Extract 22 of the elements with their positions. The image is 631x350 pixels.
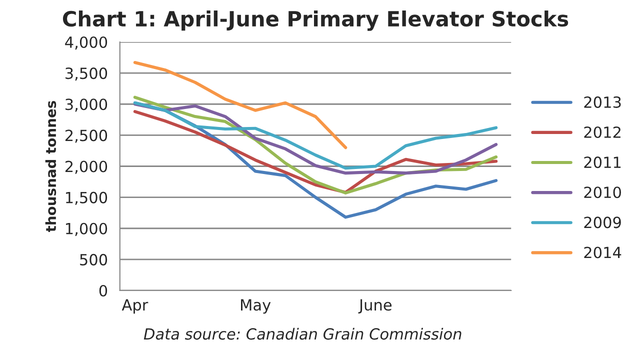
y-tick-label: 2,000 xyxy=(65,160,108,174)
x-tick-label: Apr xyxy=(122,299,148,314)
x-tick-label: June xyxy=(358,299,392,314)
y-tick-label: 0 xyxy=(99,284,108,297)
y-tick-label: 500 xyxy=(80,254,108,266)
y-axis-title: thousnad tonnes xyxy=(45,100,56,232)
legend-label: 2012 xyxy=(584,126,620,138)
legend-label: 2011 xyxy=(584,156,621,168)
legend-label: 2013 xyxy=(584,96,621,108)
y-tick-label: 4,000 xyxy=(65,36,108,50)
y-tick-label: 1,500 xyxy=(66,192,108,205)
y-tick-label: 3,000 xyxy=(66,98,108,112)
source-note: Data source: Canadian Grain Commission xyxy=(144,328,462,340)
chart-title: Chart 1: April-June Primary Elevator Stocks xyxy=(62,10,568,31)
y-tick-label: 1,000 xyxy=(66,222,108,236)
y-tick-label: 3,500 xyxy=(66,68,108,81)
legend-label: 2014 xyxy=(584,246,622,258)
y-tick-label: 2,500 xyxy=(65,130,108,143)
line-series xyxy=(133,60,348,150)
legend-label: 2010 xyxy=(584,186,621,198)
legend-label: 2009 xyxy=(584,216,621,228)
x-tick-label: May xyxy=(241,299,271,314)
